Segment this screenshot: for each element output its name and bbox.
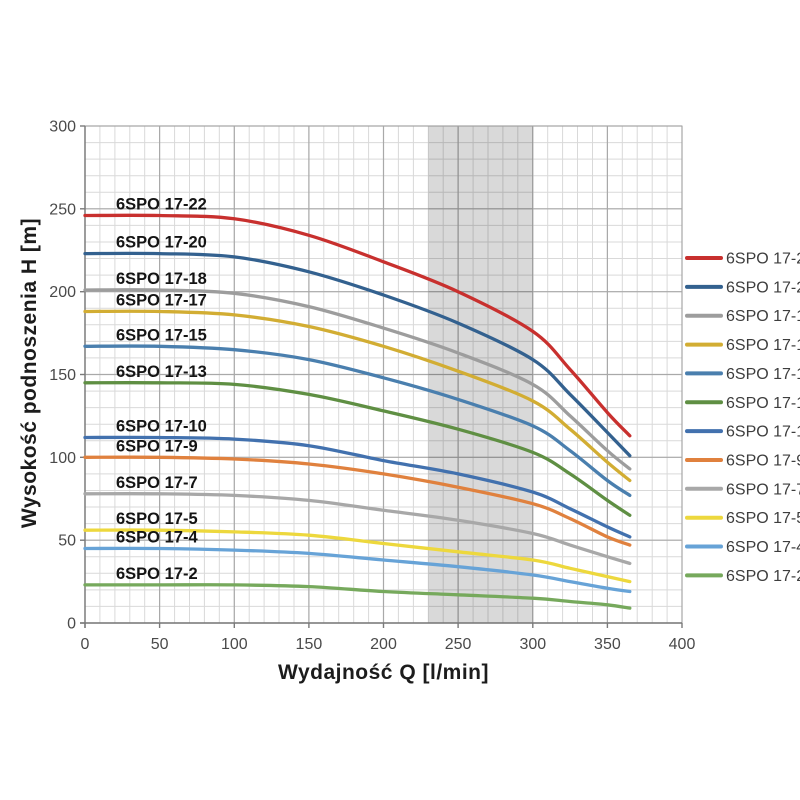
legend-item-6spo-17-4: 6SPO 17-4 [685, 539, 800, 556]
curve-6spo-17-22 [83, 213, 632, 438]
curve-6spo-17-20 [83, 251, 632, 458]
curve-label-6spo-17-10: 6SPO 17-10 [116, 418, 207, 436]
curve-label-6spo-17-15: 6SPO 17-15 [116, 326, 207, 344]
legend-item-6spo-17-10: 6SPO 17-10 [685, 424, 800, 441]
curve-6spo-17-5 [83, 528, 632, 584]
legend-label-6spo-17-18: 6SPO 17-18 [726, 308, 800, 325]
curve-6spo-17-18 [83, 288, 632, 471]
curve-label-6spo-17-13: 6SPO 17-13 [116, 363, 207, 381]
legend-label-6spo-17-15: 6SPO 17-15 [726, 366, 800, 383]
svg-text:0: 0 [67, 616, 76, 633]
svg-text:0: 0 [81, 636, 90, 653]
curve-inline-labels: 6SPO 17-22 6SPO 17-20 6SPO 17-18 6SPO 17-17… [116, 196, 207, 583]
legend-item-6spo-17-17: 6SPO 17-17 [685, 337, 800, 354]
svg-text:150: 150 [49, 367, 76, 384]
curve-6spo-17-4 [83, 546, 632, 594]
curve-label-6spo-17-7: 6SPO 17-7 [116, 474, 198, 492]
legend-item-6spo-17-18: 6SPO 17-18 [685, 308, 800, 325]
curve-label-6spo-17-9: 6SPO 17-9 [116, 437, 198, 455]
svg-text:200: 200 [370, 636, 397, 653]
x-axis-title: Wydajność Q [l/min] [278, 661, 489, 684]
recommended-range-band [428, 126, 533, 623]
curve-label-6spo-17-4: 6SPO 17-4 [116, 529, 198, 547]
y-axis-title: Wysokość podnoszenia H [m] [18, 217, 41, 529]
svg-text:300: 300 [519, 636, 546, 653]
legend-item-6spo-17-22: 6SPO 17-22 [685, 251, 800, 268]
series-curves [83, 213, 632, 610]
curve-6spo-17-7 [83, 492, 632, 566]
curve-6spo-17-17 [83, 309, 632, 483]
svg-text:250: 250 [49, 201, 76, 218]
curve-label-6spo-17-5: 6SPO 17-5 [116, 510, 198, 528]
legend-item-6spo-17-7: 6SPO 17-7 [685, 481, 800, 498]
curve-label-6spo-17-2: 6SPO 17-2 [116, 565, 198, 583]
curve-6spo-17-15 [83, 344, 632, 498]
legend-label-6spo-17-5: 6SPO 17-5 [726, 510, 800, 527]
curve-label-6spo-17-17: 6SPO 17-17 [116, 292, 207, 310]
legend-label-6spo-17-10: 6SPO 17-10 [726, 424, 800, 441]
curve-label-6spo-17-22: 6SPO 17-22 [116, 196, 207, 214]
legend-label-6spo-17-4: 6SPO 17-4 [726, 539, 800, 556]
legend-label-6spo-17-9: 6SPO 17-9 [726, 453, 800, 470]
svg-text:50: 50 [58, 533, 76, 550]
curve-label-6spo-17-20: 6SPO 17-20 [116, 234, 207, 252]
svg-text:100: 100 [221, 636, 248, 653]
svg-text:400: 400 [669, 636, 696, 653]
legend-item-6spo-17-20: 6SPO 17-20 [685, 279, 800, 296]
curve-label-6spo-17-18: 6SPO 17-18 [116, 270, 207, 288]
legend: 6SPO 17-22 6SPO 17-20 6SPO 17-18 6SPO 17-17… [685, 251, 800, 585]
legend-label-6spo-17-22: 6SPO 17-22 [726, 251, 800, 268]
svg-text:50: 50 [151, 636, 169, 653]
legend-item-6spo-17-5: 6SPO 17-5 [685, 510, 800, 527]
svg-text:250: 250 [445, 636, 472, 653]
svg-text:100: 100 [49, 450, 76, 467]
y-tick-labels: 0 50 100 150 200 250 300 [49, 119, 76, 633]
legend-item-6spo-17-15: 6SPO 17-15 [685, 366, 800, 383]
legend-item-6spo-17-13: 6SPO 17-13 [685, 395, 800, 412]
curve-6spo-17-2 [83, 583, 632, 610]
curve-6spo-17-13 [83, 381, 632, 517]
legend-label-6spo-17-13: 6SPO 17-13 [726, 395, 800, 412]
legend-label-6spo-17-20: 6SPO 17-20 [726, 279, 800, 296]
legend-label-6spo-17-7: 6SPO 17-7 [726, 481, 800, 498]
svg-text:200: 200 [49, 284, 76, 301]
axes [80, 125, 683, 628]
legend-item-6spo-17-9: 6SPO 17-9 [685, 453, 800, 470]
svg-text:350: 350 [594, 636, 621, 653]
curve-6spo-17-9 [83, 455, 632, 547]
svg-text:150: 150 [296, 636, 323, 653]
legend-label-6spo-17-2: 6SPO 17-2 [726, 568, 800, 585]
legend-label-6spo-17-17: 6SPO 17-17 [726, 337, 800, 354]
x-tick-labels: 0 50 100 150 200 250 300 350 400 [81, 636, 696, 653]
legend-item-6spo-17-2: 6SPO 17-2 [685, 568, 800, 585]
svg-text:300: 300 [49, 119, 76, 136]
curve-6spo-17-10 [83, 435, 632, 539]
